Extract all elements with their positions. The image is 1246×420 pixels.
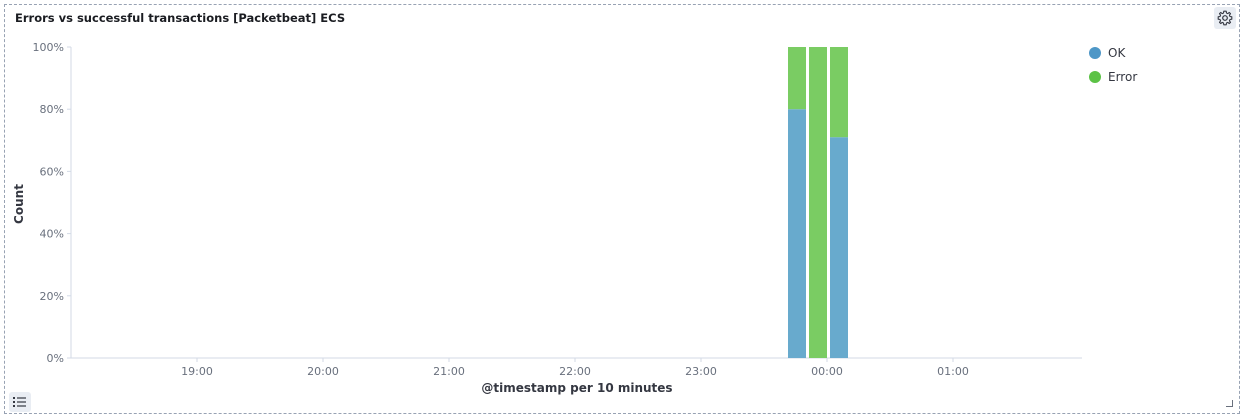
bar-error-0000[interactable] [830,47,848,138]
x-axis: 19:00 20:00 21:00 22:00 23:00 00:00 01:00 [71,357,1082,378]
chart-area: 0% 20% 40% 60% 80% 100% 19:00 20:00 21:00 22:00 2… [12,41,1082,395]
panel-options-button[interactable] [1214,7,1236,29]
gear-icon [1217,10,1233,26]
x-tick-label: 21:00 [433,365,465,378]
y-tick-label: 80% [40,103,64,116]
y-tick-label: 60% [40,165,64,178]
panel-title: Errors vs successful transactions [Packe… [15,11,346,25]
legend-item-ok[interactable]: OK [1089,41,1137,65]
legend: OK Error [1089,41,1137,89]
visualization-panel: Errors vs successful transactions [Packe… [4,4,1240,414]
legend-label-error: Error [1108,70,1138,84]
bar-ok-2340[interactable] [788,109,806,358]
x-tick-label: 20:00 [307,365,339,378]
y-tick-label: 100% [33,41,64,54]
bars [788,47,848,358]
x-tick-label: 22:00 [559,365,591,378]
bar-error-2350[interactable] [809,47,827,358]
y-tick-label: 40% [40,228,64,241]
x-axis-label: @timestamp per 10 minutes [481,381,672,395]
toggle-legend-button[interactable] [9,392,31,412]
legend-label-ok: OK [1108,46,1126,60]
y-axis-label: Count [12,184,26,224]
x-tick-label: 01:00 [937,365,969,378]
legend-swatch-ok [1089,47,1101,59]
y-tick-label: 20% [40,290,64,303]
y-axis: 0% 20% 40% 60% 80% 100% [33,41,72,365]
bar-error-2340[interactable] [788,47,806,110]
y-tick-label: 0% [47,352,64,365]
resize-handle[interactable] [1226,400,1233,407]
bar-ok-0000[interactable] [830,137,848,358]
x-tick-label: 00:00 [811,365,843,378]
legend-item-error[interactable]: Error [1089,65,1137,89]
list-icon [13,397,26,407]
x-tick-label: 19:00 [181,365,213,378]
legend-swatch-error [1089,71,1101,83]
x-tick-label: 23:00 [685,365,717,378]
